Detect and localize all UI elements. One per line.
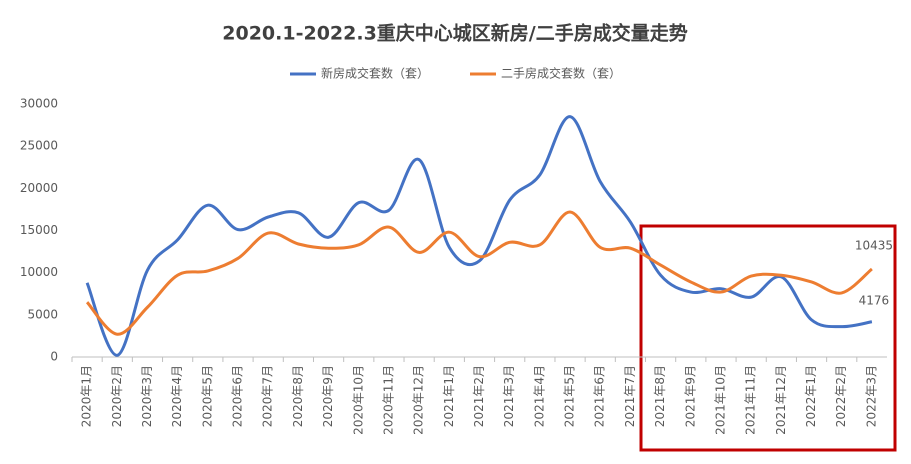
x-tick-label: 2021年10月 xyxy=(713,365,727,435)
x-tick-label: 2021年1月 xyxy=(442,365,456,427)
x-tick-label: 2020年11月 xyxy=(381,365,395,435)
x-tick-label: 2020年1月 xyxy=(80,365,94,427)
x-tick-label: 2020年5月 xyxy=(200,365,214,427)
series-line xyxy=(85,115,873,357)
x-tick-label: 2021年8月 xyxy=(653,365,667,427)
x-tick-label: 2021年11月 xyxy=(744,365,758,435)
highlight-box xyxy=(639,224,897,452)
x-tick-label: 2021年7月 xyxy=(623,365,637,427)
x-tick-label: 2022年1月 xyxy=(804,365,818,427)
x-tick-label: 2021年9月 xyxy=(683,365,697,427)
legend-label: 新房成交套数（套） xyxy=(321,66,429,81)
y-tick-label: 5000 xyxy=(27,307,58,321)
x-tick-label: 2020年7月 xyxy=(261,365,275,427)
x-tick-label: 2020年4月 xyxy=(170,365,184,427)
x-tick-label: 2022年3月 xyxy=(864,365,878,427)
series-line xyxy=(85,210,873,336)
x-tick-label: 2020年8月 xyxy=(291,365,305,427)
x-tick-label: 2020年3月 xyxy=(140,365,154,427)
x-tick-label: 2020年10月 xyxy=(351,365,365,435)
x-tick-label: 2020年9月 xyxy=(321,365,335,427)
y-tick-label: 25000 xyxy=(20,139,58,153)
x-tick-label: 2021年4月 xyxy=(532,365,546,427)
x-tick-label: 2020年6月 xyxy=(231,365,245,427)
x-tick-label: 2021年12月 xyxy=(774,365,788,435)
x-tick-label: 2021年5月 xyxy=(563,365,577,427)
data-label: 4176 xyxy=(859,293,890,307)
legend-label: 二手房成交套数（套） xyxy=(501,66,621,81)
chart-title: 2020.1-2022.3重庆中心城区新房/二手房成交量走势 xyxy=(222,22,687,45)
x-tick-label: 2020年2月 xyxy=(110,365,124,427)
y-tick-label: 30000 xyxy=(20,97,58,111)
y-tick-label: 10000 xyxy=(20,265,58,279)
x-tick-label: 2022年2月 xyxy=(834,365,848,427)
y-tick-label: 20000 xyxy=(20,181,58,195)
y-tick-label: 0 xyxy=(50,350,58,364)
x-tick-label: 2020年12月 xyxy=(412,365,426,435)
x-tick-label: 2021年6月 xyxy=(593,365,607,427)
x-tick-label: 2021年2月 xyxy=(472,365,486,427)
y-tick-label: 15000 xyxy=(20,223,58,237)
data-label: 10435 xyxy=(855,238,893,252)
x-tick-label: 2021年3月 xyxy=(502,365,516,427)
